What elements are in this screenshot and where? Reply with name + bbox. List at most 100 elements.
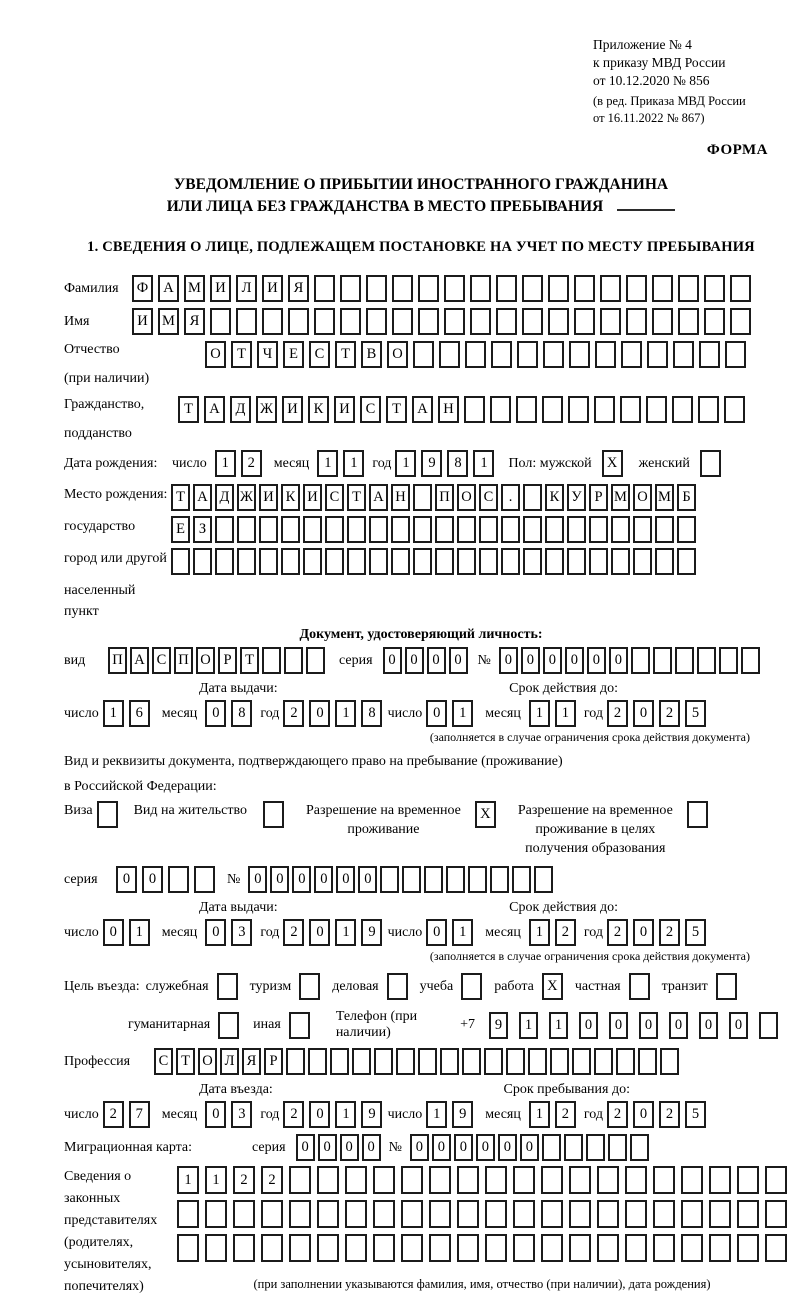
char-box[interactable]	[306, 647, 325, 674]
char-box[interactable]: Р	[264, 1048, 283, 1075]
char-box[interactable]	[413, 516, 432, 543]
char-box[interactable]: 0	[382, 647, 402, 674]
char-box[interactable]	[347, 548, 366, 575]
char-box[interactable]: О	[633, 484, 652, 511]
char-box[interactable]: Я	[242, 1048, 261, 1075]
char-box[interactable]: 5	[685, 700, 706, 727]
char-box[interactable]	[621, 341, 642, 368]
char-box[interactable]	[709, 1200, 731, 1228]
char-box[interactable]	[568, 396, 589, 423]
char-box[interactable]: И	[334, 396, 355, 423]
char-box[interactable]: 0	[426, 647, 446, 674]
char-box[interactable]: 0	[336, 866, 356, 893]
purpose-private-checkbox[interactable]	[628, 973, 650, 1000]
char-box[interactable]: 6	[128, 700, 150, 727]
char-box[interactable]: 0	[358, 866, 378, 893]
char-box[interactable]: 0	[317, 1134, 337, 1161]
char-box[interactable]	[597, 1200, 619, 1228]
char-box[interactable]	[366, 308, 387, 335]
char-box[interactable]: Ж	[256, 396, 277, 423]
char-box[interactable]: 1	[519, 1011, 538, 1039]
char-box[interactable]	[704, 275, 725, 302]
char-box[interactable]: 5	[685, 919, 706, 946]
char-box[interactable]	[435, 548, 454, 575]
char-box[interactable]: 0	[309, 919, 331, 946]
char-box[interactable]: 0	[564, 647, 584, 674]
char-box[interactable]: 1	[205, 1166, 227, 1194]
char-box[interactable]: 1	[528, 700, 550, 727]
char-box[interactable]	[569, 1200, 591, 1228]
char-box[interactable]: Д	[230, 396, 251, 423]
char-box[interactable]	[236, 308, 257, 335]
char-box[interactable]: Е	[171, 516, 190, 543]
char-box[interactable]: Т	[176, 1048, 195, 1075]
char-box[interactable]	[284, 647, 303, 674]
char-box[interactable]: О	[387, 341, 408, 368]
char-box[interactable]	[737, 1200, 759, 1228]
char-box[interactable]	[457, 1200, 479, 1228]
sex-female-checkbox[interactable]	[699, 450, 721, 477]
char-box[interactable]	[765, 1200, 787, 1228]
char-box[interactable]	[724, 396, 745, 423]
char-box[interactable]	[340, 275, 361, 302]
char-box[interactable]	[512, 866, 532, 893]
char-box[interactable]	[340, 308, 361, 335]
char-box[interactable]: 2	[102, 1101, 124, 1128]
char-box[interactable]: М	[655, 484, 674, 511]
purpose-humanitarian-checkbox[interactable]	[218, 1011, 240, 1039]
char-box[interactable]	[325, 548, 344, 575]
char-box[interactable]: 2	[607, 1101, 628, 1128]
char-box[interactable]: 8	[361, 700, 383, 727]
char-box[interactable]: С	[309, 341, 330, 368]
char-box[interactable]	[444, 308, 465, 335]
char-box[interactable]	[548, 275, 569, 302]
char-box[interactable]	[233, 1234, 255, 1262]
char-box[interactable]: А	[130, 647, 149, 674]
char-box[interactable]: 0	[248, 866, 268, 893]
char-box[interactable]: 0	[102, 919, 124, 946]
char-box[interactable]	[317, 1234, 339, 1262]
char-box[interactable]	[652, 647, 672, 674]
char-box[interactable]	[352, 1048, 371, 1075]
char-box[interactable]: .	[501, 484, 520, 511]
char-box[interactable]	[652, 275, 673, 302]
char-box[interactable]	[647, 341, 668, 368]
char-box[interactable]: И	[303, 484, 322, 511]
char-box[interactable]	[418, 1048, 437, 1075]
char-box[interactable]: 0	[453, 1134, 473, 1161]
char-box[interactable]: 1	[549, 1011, 568, 1039]
char-box[interactable]: М	[184, 275, 205, 302]
char-box[interactable]	[542, 396, 563, 423]
char-box[interactable]: С	[360, 396, 381, 423]
char-box[interactable]	[569, 341, 590, 368]
char-box[interactable]	[600, 308, 621, 335]
char-box[interactable]: 1	[395, 450, 417, 477]
char-box[interactable]: С	[152, 647, 171, 674]
char-box[interactable]	[168, 866, 189, 893]
char-box[interactable]: 0	[519, 1134, 539, 1161]
char-box[interactable]	[629, 1134, 649, 1161]
char-box[interactable]	[396, 1048, 415, 1075]
char-box[interactable]: П	[435, 484, 454, 511]
char-box[interactable]: 2	[607, 700, 628, 727]
char-box[interactable]: 8	[231, 700, 253, 727]
char-box[interactable]	[479, 516, 498, 543]
char-box[interactable]: 2	[659, 1101, 680, 1128]
char-box[interactable]: 2	[283, 700, 305, 727]
char-box[interactable]	[677, 516, 696, 543]
char-box[interactable]: Р	[218, 647, 237, 674]
char-box[interactable]: Т	[231, 341, 252, 368]
char-box[interactable]: 0	[361, 1134, 381, 1161]
char-box[interactable]	[261, 1200, 283, 1228]
char-box[interactable]: 2	[659, 700, 680, 727]
char-box[interactable]	[545, 548, 564, 575]
char-box[interactable]	[550, 1048, 569, 1075]
char-box[interactable]	[413, 548, 432, 575]
char-box[interactable]	[523, 548, 542, 575]
char-box[interactable]: З	[193, 516, 212, 543]
char-box[interactable]	[205, 1200, 227, 1228]
char-box[interactable]	[429, 1200, 451, 1228]
char-box[interactable]	[259, 548, 278, 575]
char-box[interactable]: 0	[608, 647, 628, 674]
char-box[interactable]	[600, 275, 621, 302]
